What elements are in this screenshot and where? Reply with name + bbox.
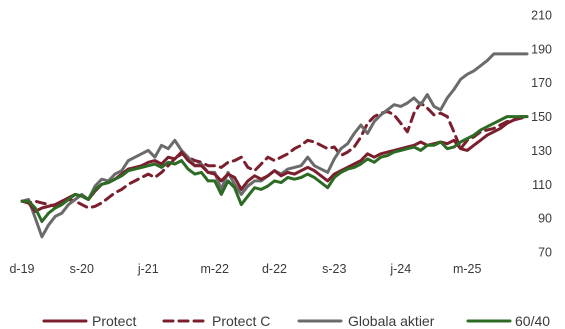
legend-item-globala-aktier: Globala aktier xyxy=(297,313,435,329)
y-tick-label-90: 90 xyxy=(538,212,552,226)
y-tick-label-170: 170 xyxy=(531,76,552,90)
series-line-60-40 xyxy=(20,115,529,223)
x-tick-label-d-19: d-19 xyxy=(9,262,34,276)
y-tick-label-190: 190 xyxy=(531,42,552,56)
y-tick-label-110: 110 xyxy=(532,178,552,192)
legend-item-60-40: 60/40 xyxy=(466,313,550,329)
x-axis-ticks: d-19 s-20 j-21 m-22 d-22 s-23 j-24 m-25 xyxy=(9,262,481,276)
legend-item-protect-c: Protect C xyxy=(162,313,270,329)
legend-label-protect: Protect xyxy=(92,313,136,329)
x-tick-label-m-22: m-22 xyxy=(200,262,229,276)
legend: Protect Protect C Globala aktier 60/40 xyxy=(42,313,550,329)
legend-label-globala-aktier: Globala aktier xyxy=(348,313,435,329)
legend-item-protect: Protect xyxy=(42,313,136,329)
x-tick-label-s-23: s-23 xyxy=(322,262,346,276)
series-layer xyxy=(20,52,529,239)
legend-label-60-40: 60/40 xyxy=(515,313,550,329)
legend-label-protect-c: Protect C xyxy=(212,313,270,329)
x-tick-label-s-20: s-20 xyxy=(70,262,94,276)
series-line-protect-c xyxy=(20,101,529,210)
y-tick-label-130: 130 xyxy=(531,144,552,158)
y-tick-label-150: 150 xyxy=(531,110,552,124)
x-tick-label-j-21: j-21 xyxy=(137,262,159,276)
y-tick-label-70: 70 xyxy=(538,246,552,260)
y-tick-label-210: 210 xyxy=(531,9,552,23)
series-line-globala-aktier xyxy=(20,52,529,239)
x-tick-label-j-24: j-24 xyxy=(389,262,411,276)
x-tick-label-m-25: m-25 xyxy=(453,262,482,276)
x-tick-label-d-22: d-22 xyxy=(262,262,287,276)
series-line-protect xyxy=(20,115,529,213)
y-axis-ticks: 70 90 110 130 150 170 190 210 xyxy=(531,9,552,260)
